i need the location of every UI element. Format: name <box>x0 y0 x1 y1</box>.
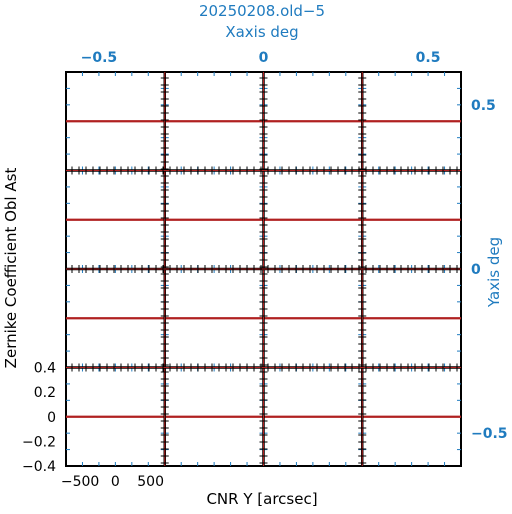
top-axis-ticks: −0.5 0 0.5 <box>81 50 441 66</box>
panel-3-1 <box>164 367 264 467</box>
top-tick-label: 0.5 <box>416 50 441 66</box>
bottom-tick-label: −500 <box>61 474 99 490</box>
left-tick-label: 0 <box>47 410 56 426</box>
panel-2-2 <box>263 268 363 368</box>
left-tick-label: 0.2 <box>34 385 56 401</box>
left-tick-label: −0.4 <box>22 459 56 475</box>
top-tick-label: −0.5 <box>81 50 118 66</box>
right-tick-label: 0.5 <box>471 98 496 114</box>
panel-2-1 <box>164 268 264 368</box>
top-axis-label: Xaxis deg <box>225 23 298 41</box>
panel-1-1 <box>164 170 264 270</box>
left-axis-ticks: 0.4 0.2 0 −0.2 −0.4 <box>22 361 56 476</box>
panel-3-0 <box>65 367 166 467</box>
left-axis-label: Zernike Coefficient Obl Ast <box>2 168 20 369</box>
bottom-tick-label: 0 <box>111 474 120 490</box>
panel-1-3 <box>361 170 462 270</box>
panel-3-2 <box>263 367 363 467</box>
panel-0-0 <box>65 71 166 171</box>
chart-title: 20250208.old−5 <box>199 2 325 20</box>
left-tick-label: 0.4 <box>34 361 56 377</box>
panel-grid <box>65 71 462 467</box>
panel-3-3 <box>361 367 462 467</box>
bottom-tick-label: 500 <box>137 474 164 490</box>
top-tick-label: 0 <box>259 50 269 66</box>
panel-1-0 <box>65 170 166 270</box>
panel-2-0 <box>65 268 166 368</box>
bottom-axis-label: CNR Y [arcsec] <box>206 490 317 508</box>
panel-0-3 <box>361 71 462 171</box>
right-tick-label: 0 <box>471 262 481 278</box>
panel-2-3 <box>361 268 462 368</box>
bottom-axis-ticks: −500 0 500 <box>61 474 164 490</box>
right-tick-label: −0.5 <box>471 426 508 442</box>
left-tick-label: −0.2 <box>22 434 56 450</box>
right-axis-label: Yaxis deg <box>485 237 503 308</box>
panel-0-2 <box>263 71 363 171</box>
panel-1-2 <box>263 170 363 270</box>
panel-0-1 <box>164 71 264 171</box>
right-axis-ticks: 0.5 0 −0.5 <box>471 98 508 442</box>
